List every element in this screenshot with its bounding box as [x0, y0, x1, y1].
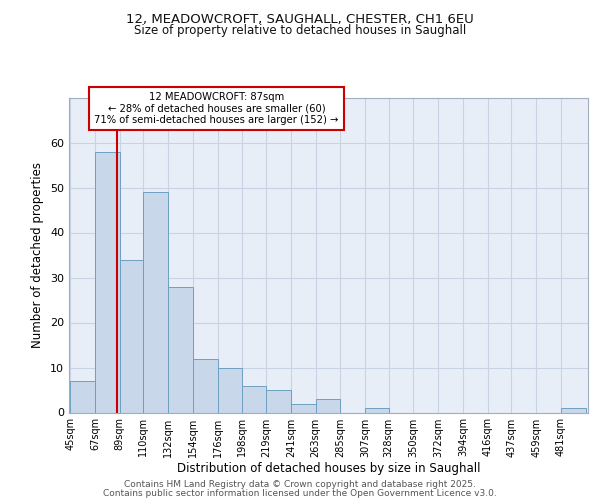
Text: Size of property relative to detached houses in Saughall: Size of property relative to detached ho… — [134, 24, 466, 37]
Bar — [266, 390, 291, 412]
Bar — [561, 408, 586, 412]
Bar — [193, 358, 218, 412]
Text: Contains HM Land Registry data © Crown copyright and database right 2025.: Contains HM Land Registry data © Crown c… — [124, 480, 476, 489]
Text: 12 MEADOWCROFT: 87sqm
← 28% of detached houses are smaller (60)
71% of semi-deta: 12 MEADOWCROFT: 87sqm ← 28% of detached … — [94, 92, 338, 126]
Bar — [365, 408, 389, 412]
Bar — [95, 152, 119, 412]
Bar — [119, 260, 143, 412]
Text: Contains public sector information licensed under the Open Government Licence v3: Contains public sector information licen… — [103, 488, 497, 498]
Bar — [168, 286, 193, 412]
Bar — [70, 381, 95, 412]
Bar — [218, 368, 242, 412]
Bar — [242, 386, 266, 412]
X-axis label: Distribution of detached houses by size in Saughall: Distribution of detached houses by size … — [177, 462, 480, 475]
Y-axis label: Number of detached properties: Number of detached properties — [31, 162, 44, 348]
Bar — [291, 404, 316, 412]
Bar — [143, 192, 168, 412]
Bar — [316, 399, 340, 412]
Text: 12, MEADOWCROFT, SAUGHALL, CHESTER, CH1 6EU: 12, MEADOWCROFT, SAUGHALL, CHESTER, CH1 … — [126, 12, 474, 26]
